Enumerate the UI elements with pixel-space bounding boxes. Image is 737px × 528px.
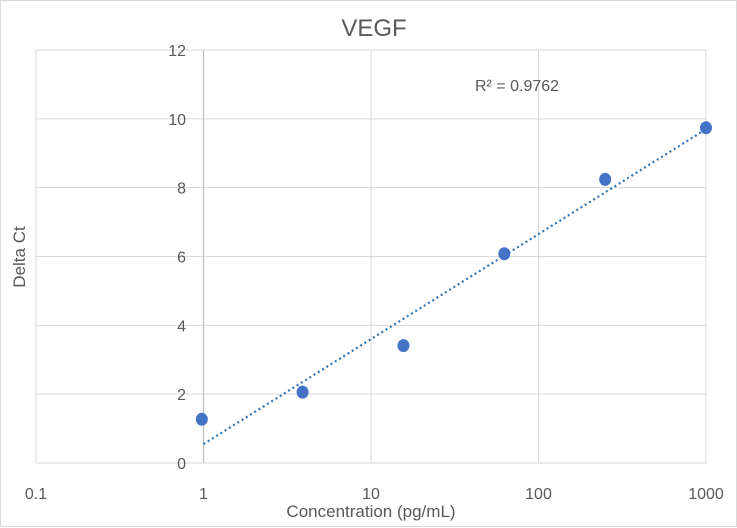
data-point — [195, 412, 208, 426]
x-tick-label: 100 — [525, 486, 552, 503]
x-tick-label: 10 — [362, 486, 380, 503]
chart-title: VEGF — [341, 15, 406, 42]
x-tick-label: 1 — [199, 486, 208, 503]
x-tick-label: 0.1 — [25, 486, 47, 503]
trendline — [202, 128, 707, 446]
gridlines — [35, 49, 707, 464]
y-tick-label: 10 — [168, 112, 186, 129]
data-points — [195, 121, 712, 426]
y-tick-label: 2 — [177, 387, 186, 404]
x-axis-title: Concentration (pg/mL) — [286, 502, 455, 521]
tick-labels: 0 2 4 6 8 10 12 0.1 1 10 100 1000 — [25, 43, 724, 503]
data-point — [599, 172, 612, 186]
y-tick-label: 4 — [177, 318, 186, 335]
y-axis-title: Delta Ct — [10, 226, 29, 288]
y-tick-label: 12 — [168, 43, 186, 60]
data-point — [700, 121, 712, 135]
y-tick-label: 6 — [177, 250, 186, 267]
data-point — [498, 247, 511, 261]
data-point — [296, 385, 309, 399]
y-tick-label: 8 — [177, 181, 186, 198]
r-squared-annotation: R² = 0.9762 — [475, 78, 559, 95]
y-tick-label: 0 — [177, 456, 186, 473]
x-tick-label: 1000 — [688, 486, 724, 503]
data-point — [397, 339, 410, 353]
